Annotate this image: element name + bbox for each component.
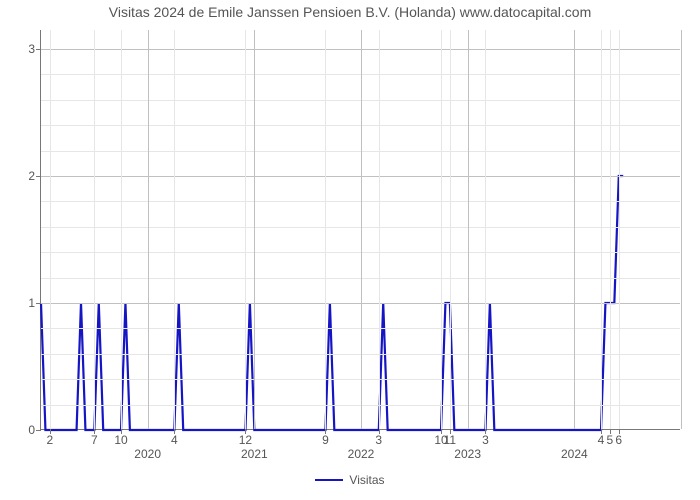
major-gridline-v bbox=[148, 30, 149, 429]
minor-gridline-v bbox=[610, 30, 611, 429]
ytick-label: 3 bbox=[28, 42, 35, 56]
ytick-label: 0 bbox=[28, 423, 35, 437]
major-gridline-v bbox=[254, 30, 255, 429]
xtick-month-label: 3 bbox=[375, 433, 382, 447]
xtick-year-label: 2022 bbox=[348, 447, 375, 461]
plot-area: 0123271041293101134562020202120222023202… bbox=[40, 30, 680, 430]
xtick-month-label: 12 bbox=[239, 433, 252, 447]
xtick-month-label: 7 bbox=[91, 433, 98, 447]
xtick-year-label: 2020 bbox=[134, 447, 161, 461]
minor-gridline-v bbox=[441, 30, 442, 429]
legend: Visitas bbox=[0, 472, 700, 487]
ytick-mark bbox=[36, 430, 41, 431]
minor-gridline-v bbox=[94, 30, 95, 429]
minor-gridline-v bbox=[601, 30, 602, 429]
minor-gridline-v bbox=[50, 30, 51, 429]
xtick-year-label: 2024 bbox=[561, 447, 588, 461]
ytick-label: 2 bbox=[28, 169, 35, 183]
xtick-month-label: 9 bbox=[322, 433, 329, 447]
minor-gridline-v bbox=[245, 30, 246, 429]
minor-gridline-v bbox=[485, 30, 486, 429]
legend-label: Visitas bbox=[349, 473, 384, 487]
minor-gridline-v bbox=[325, 30, 326, 429]
major-gridline-v bbox=[361, 30, 362, 429]
legend-swatch bbox=[315, 479, 343, 481]
ytick-mark bbox=[36, 176, 41, 177]
xtick-month-label: 6 bbox=[615, 433, 622, 447]
xtick-month-label: 2 bbox=[47, 433, 54, 447]
xtick-month-label: 5 bbox=[607, 433, 614, 447]
ytick-mark bbox=[36, 49, 41, 50]
minor-gridline-v bbox=[450, 30, 451, 429]
minor-gridline-v bbox=[619, 30, 620, 429]
chart-title: Visitas 2024 de Emile Janssen Pensioen B… bbox=[0, 4, 700, 20]
ytick-mark bbox=[36, 303, 41, 304]
major-gridline-v bbox=[574, 30, 575, 429]
minor-gridline-v bbox=[121, 30, 122, 429]
xtick-month-label: 3 bbox=[482, 433, 489, 447]
ytick-label: 1 bbox=[28, 296, 35, 310]
xtick-month-label: 4 bbox=[171, 433, 178, 447]
minor-gridline-v bbox=[379, 30, 380, 429]
xtick-year-label: 2021 bbox=[241, 447, 268, 461]
major-gridline-v bbox=[468, 30, 469, 429]
chart-container: Visitas 2024 de Emile Janssen Pensioen B… bbox=[0, 0, 700, 500]
xtick-month-label: 11 bbox=[444, 433, 456, 447]
major-gridline-v bbox=[681, 30, 682, 429]
minor-gridline-v bbox=[174, 30, 175, 429]
xtick-month-label: 4 bbox=[598, 433, 605, 447]
xtick-year-label: 2023 bbox=[454, 447, 481, 461]
xtick-month-label: 10 bbox=[114, 433, 127, 447]
